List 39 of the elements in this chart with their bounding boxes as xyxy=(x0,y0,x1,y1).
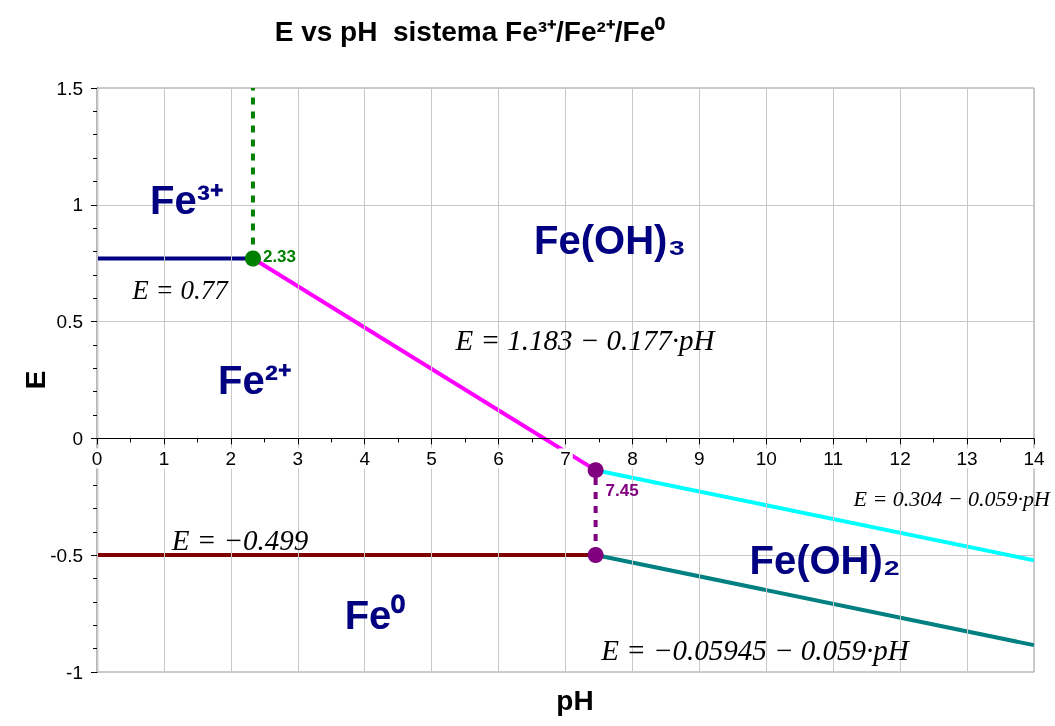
point xyxy=(587,546,604,563)
x-tick-label: 0 xyxy=(91,448,103,470)
annotation: Fe³⁺ xyxy=(150,178,224,222)
x-tick-label: 2 xyxy=(225,448,237,470)
x-tick-label: 4 xyxy=(359,448,371,470)
y-tick-label: -0.5 xyxy=(50,544,83,566)
point xyxy=(244,250,261,267)
x-tick-label: 9 xyxy=(694,448,705,470)
annotation: Fe⁰ xyxy=(344,593,406,637)
x-tick-label: 10 xyxy=(755,448,777,470)
annotation: Fe(OH)₃ xyxy=(534,218,686,262)
x-axis-title: pH xyxy=(556,684,594,716)
annotation: 2.33 xyxy=(262,247,297,267)
x-tick-label: 8 xyxy=(627,448,638,470)
x-tick-label: 5 xyxy=(426,448,437,470)
y-tick-label: 1.5 xyxy=(56,77,83,99)
y-tick-label: 0 xyxy=(72,427,83,449)
x-tick-label: 3 xyxy=(292,448,304,470)
annotation: E = 0.304 − 0.059·pH xyxy=(852,485,1052,511)
annotation: E = 0.77 xyxy=(131,275,230,305)
point xyxy=(587,462,604,479)
annotation: E = −0.499 xyxy=(170,524,309,556)
x-tick-label: 14 xyxy=(1023,448,1045,470)
annotation: E = 1.183 − 0.177·pH xyxy=(454,324,717,356)
y-tick-label: 0.5 xyxy=(56,311,83,333)
annotation: Fe(OH)₂ xyxy=(749,538,901,582)
x-tick-label: 1 xyxy=(158,448,170,470)
y-axis-title: E xyxy=(19,370,51,390)
chart-title: E vs pH sistema Fe³⁺/Fe²⁺/Fe⁰ xyxy=(274,15,666,47)
x-tick-label: 11 xyxy=(823,448,844,470)
x-tick-label: 12 xyxy=(889,448,911,470)
y-tick-label: -1 xyxy=(66,661,83,683)
annotation: Fe²⁺ xyxy=(218,358,292,402)
x-tick-label: 13 xyxy=(956,448,978,470)
x-tick-label: 6 xyxy=(493,448,504,470)
x-tick-label: 7 xyxy=(560,448,571,470)
y-tick-label: 1 xyxy=(72,194,83,216)
annotation: E = −0.05945 − 0.059·pH xyxy=(600,634,911,666)
annotation: 7.45 xyxy=(605,481,639,501)
